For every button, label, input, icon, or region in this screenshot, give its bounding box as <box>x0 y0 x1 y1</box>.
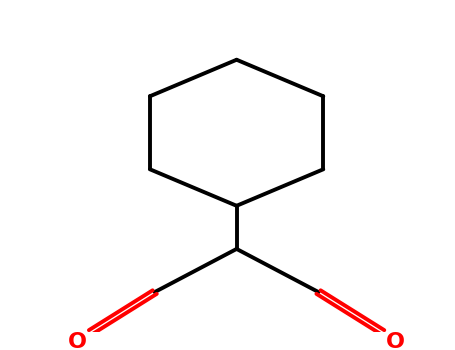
Text: O: O <box>68 332 87 350</box>
Text: O: O <box>386 332 405 350</box>
